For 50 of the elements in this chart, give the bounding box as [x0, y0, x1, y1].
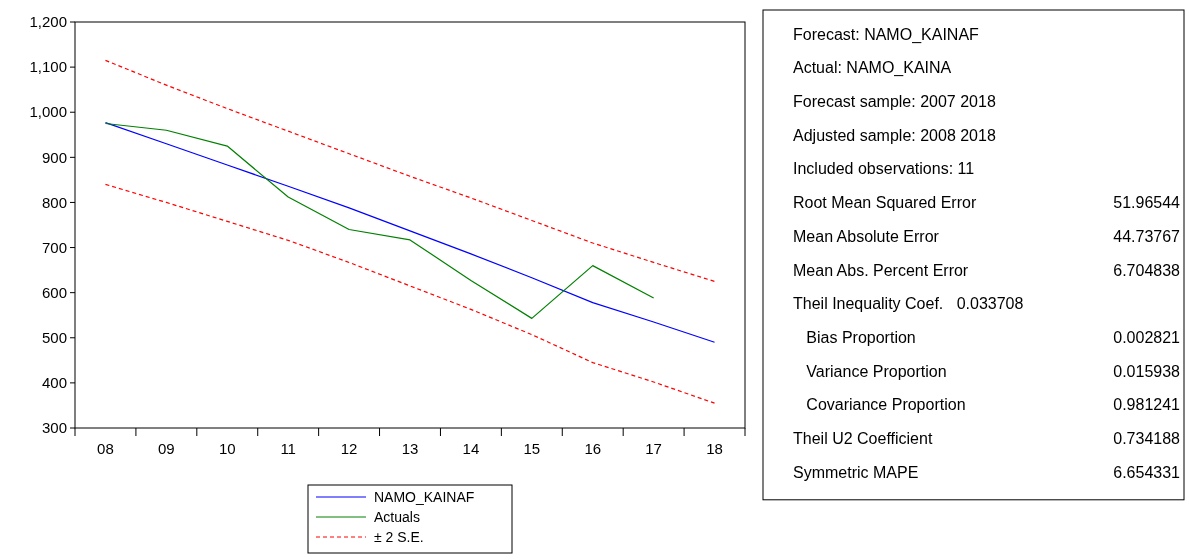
line-series	[104, 183, 716, 404]
x-tick-label: 11	[280, 440, 296, 457]
y-tick-label: 600	[41, 283, 67, 301]
line-series	[104, 122, 655, 319]
x-tick-label: 14	[462, 440, 480, 457]
category-label: Covariance Proportion	[793, 396, 966, 414]
x-tick-label: 18	[706, 440, 723, 457]
y-tick-label: 500	[41, 329, 67, 347]
category-label: Root Mean Squared Error	[793, 194, 977, 212]
y-tick-label: 1,000	[29, 103, 67, 121]
text: 0.002821	[1113, 328, 1180, 346]
category-label: Forecast sample: 2007 2018	[793, 93, 996, 110]
y-tick-label: 300	[41, 419, 67, 437]
text: 6.704838	[1113, 261, 1180, 279]
x-tick-label: 17	[645, 440, 662, 457]
text: 51.96544	[1113, 194, 1180, 212]
category-label: Included observations: 11	[793, 160, 975, 178]
category-label: Theil Inequality Coef. 0.033708	[793, 295, 1024, 313]
y-tick-label: 1,200	[29, 13, 67, 31]
line-series	[104, 122, 716, 343]
y-tick-label: 700	[41, 238, 67, 256]
text: 44.73767	[1113, 227, 1180, 245]
x-tick-label: 08	[97, 440, 114, 457]
x-tick-label: 13	[401, 440, 419, 457]
text: 0.981241	[1113, 396, 1180, 414]
category-label: Mean Absolute Error	[793, 227, 940, 245]
category-label: Adjusted sample: 2008 2018	[793, 126, 996, 144]
text: 0.015938	[1113, 362, 1180, 380]
legend-label: NAMO_KAINAF	[374, 488, 475, 505]
category-label: Theil U2 Coefficient	[793, 430, 933, 447]
x-tick-label: 10	[218, 440, 236, 457]
category-label: Forecast: NAMO_KAINAF	[793, 25, 980, 44]
y-tick-label: 1,100	[29, 58, 67, 76]
x-tick-label: 09	[158, 440, 175, 457]
legend-label: ± 2 S.E.	[374, 528, 424, 545]
x-tick-label: 12	[340, 440, 358, 457]
y-tick-label: 900	[41, 148, 67, 166]
category-label: Actual: NAMO_KAINA	[793, 59, 952, 78]
category-label: Variance Proportion	[793, 362, 947, 380]
legend-label: Actuals	[374, 508, 420, 525]
x-tick-label: 16	[584, 440, 602, 457]
category-label: Mean Abs. Percent Error	[793, 261, 969, 279]
line-series	[104, 59, 716, 282]
y-tick-label: 400	[41, 374, 67, 392]
category-label: Bias Proportion	[793, 328, 916, 346]
category-label: Symmetric MAPE	[793, 463, 919, 481]
x-tick-label: 15	[523, 440, 541, 457]
text: 6.654331	[1113, 463, 1180, 481]
y-tick-label: 800	[41, 193, 67, 211]
text: 0.734188	[1113, 430, 1180, 447]
